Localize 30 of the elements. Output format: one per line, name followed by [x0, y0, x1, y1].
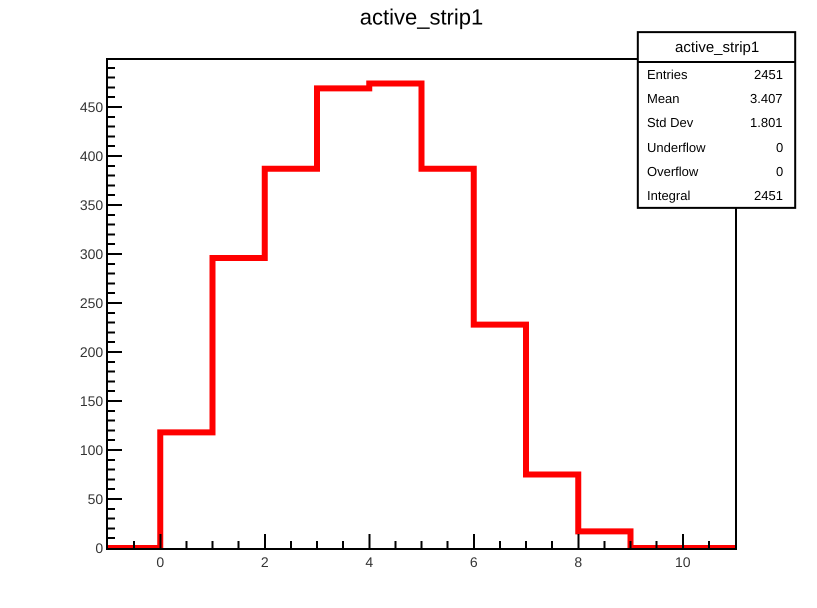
chart-title: active_strip1: [360, 4, 484, 30]
annotation: Underflow: [647, 140, 706, 155]
x-tick-label: 6: [470, 554, 478, 570]
y-tick-label: 200: [80, 344, 104, 360]
y-tick-label: 250: [80, 294, 104, 311]
annotation: Overflow: [647, 164, 699, 179]
y-tick-label: 150: [80, 392, 104, 409]
x-tick-label: 0: [156, 554, 164, 570]
text: active_strip1: [675, 39, 760, 56]
x-tick-label: 2: [260, 554, 269, 570]
y-tick-label: 100: [80, 442, 104, 458]
y-tick-label: 300: [80, 246, 104, 262]
annotation: Entries: [647, 67, 688, 82]
x-tick-label: 10: [674, 554, 691, 570]
y-tick-label: 450: [80, 98, 104, 115]
y-tick-label: 0: [95, 540, 104, 556]
y-tick-label: 400: [80, 148, 104, 164]
x-tick-label: 4: [365, 554, 374, 570]
annotation: Mean: [647, 91, 680, 106]
y-tick-label: 350: [80, 196, 104, 213]
y-tick-label: 50: [88, 490, 104, 507]
annotation: Integral: [647, 188, 690, 203]
text: 0: [776, 140, 784, 155]
x-tick-label: 8: [574, 554, 582, 570]
text: 0: [776, 164, 784, 179]
annotation: Std Dev: [647, 115, 694, 130]
text: 2451: [754, 188, 783, 203]
text: 3.407: [750, 91, 783, 106]
text: 1.801: [750, 115, 783, 130]
text: 2451: [754, 67, 783, 82]
